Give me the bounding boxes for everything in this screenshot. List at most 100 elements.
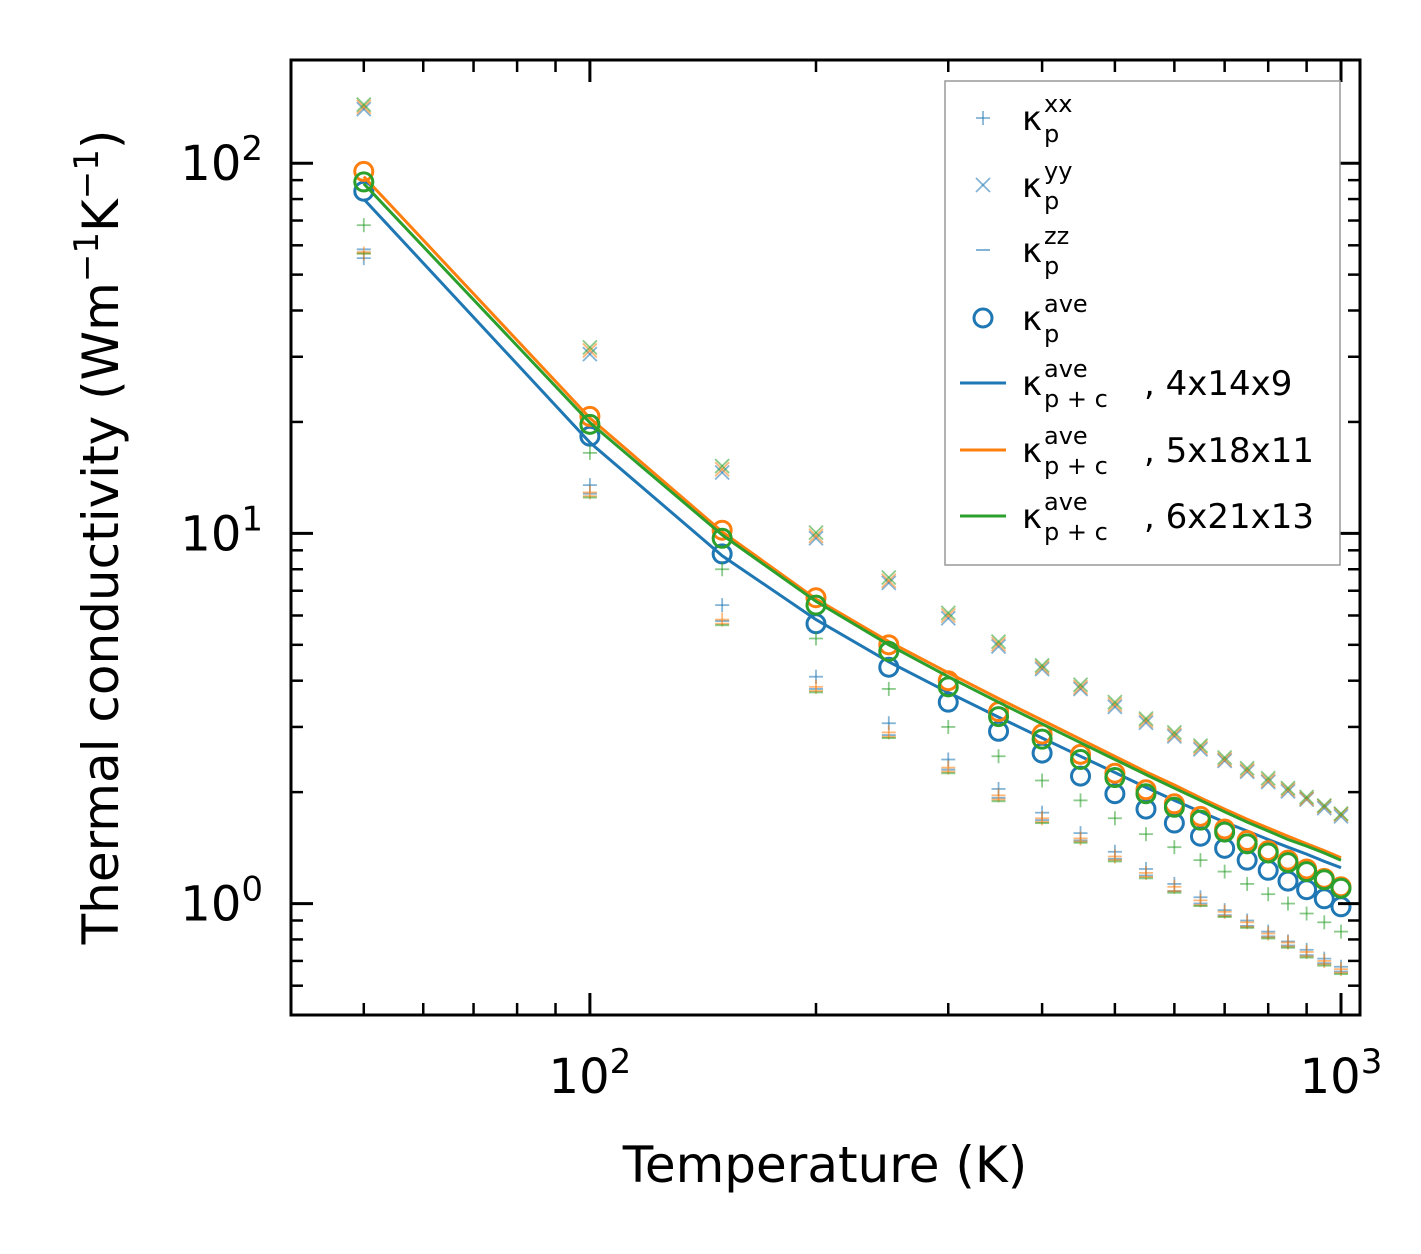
kave-point bbox=[937, 676, 959, 698]
kyy-point bbox=[1239, 760, 1255, 776]
kave-point bbox=[878, 634, 900, 656]
kyy-point bbox=[1107, 694, 1123, 710]
kyy-point bbox=[582, 342, 598, 359]
kave-point bbox=[937, 691, 959, 713]
kxx-point bbox=[1299, 906, 1314, 921]
legend: κxx p κyy p κzz p κave p κave p + c, 4x14x9 κave p … bbox=[944, 80, 1341, 566]
legend-label: κave p + c, 5x18x11 bbox=[1022, 422, 1314, 480]
kave-point bbox=[711, 527, 733, 549]
kyy-point bbox=[1034, 659, 1050, 675]
kyy-point bbox=[582, 346, 598, 362]
kyy-point bbox=[1239, 764, 1255, 780]
kave-point bbox=[1104, 783, 1126, 805]
kave-point bbox=[1330, 877, 1352, 899]
kpc-line-4x14x9 bbox=[362, 198, 1342, 870]
kave-point bbox=[988, 706, 1010, 728]
y-axis-label: Thermal conductivity (Wm−1K−1) bbox=[67, 130, 130, 946]
kyy-point bbox=[990, 636, 1007, 652]
kave-point bbox=[988, 720, 1010, 742]
y-tick-label: 100 bbox=[180, 870, 263, 933]
kyy-point bbox=[1034, 661, 1050, 677]
x-axis-label: Temperature (K) bbox=[622, 1136, 1027, 1194]
kave-point bbox=[1277, 852, 1299, 874]
y-tick-label: 102 bbox=[180, 129, 263, 192]
kyy-point bbox=[1166, 726, 1182, 743]
x-tick-label: 102 bbox=[549, 1042, 632, 1105]
kave-point bbox=[1189, 809, 1211, 831]
legend-label: κave p + c, 4x14x9 bbox=[1022, 355, 1292, 413]
kyy-point bbox=[1239, 762, 1255, 778]
plot-area bbox=[353, 96, 1352, 977]
kyy-point bbox=[1107, 696, 1123, 713]
kyy-point bbox=[1034, 657, 1050, 674]
legend-marker-x bbox=[975, 177, 991, 193]
kxx-point bbox=[1317, 915, 1332, 930]
kpc-line-5x18x11 bbox=[362, 175, 1342, 860]
x-tick-label: 103 bbox=[1300, 1042, 1383, 1105]
kyy-point bbox=[808, 530, 824, 546]
legend-label: κxx p bbox=[1022, 90, 1072, 148]
legend-marker-plus bbox=[976, 111, 990, 125]
kyy-point bbox=[808, 524, 824, 541]
kxx-point bbox=[881, 681, 896, 696]
kave-point bbox=[1214, 821, 1236, 843]
kyy-point bbox=[1072, 679, 1089, 695]
kave-point bbox=[1070, 748, 1092, 770]
kyy-point bbox=[1280, 783, 1296, 799]
kxx-point bbox=[1107, 811, 1122, 826]
kyy-point bbox=[1072, 681, 1089, 697]
legend-label: κave p bbox=[1022, 290, 1088, 348]
kxx-point bbox=[1073, 793, 1088, 808]
kxx-point bbox=[941, 719, 956, 734]
kyy-point bbox=[356, 101, 372, 117]
kyy-point bbox=[356, 99, 372, 115]
kyy-point bbox=[1298, 791, 1315, 807]
kave-point bbox=[1296, 861, 1318, 883]
kyy-point bbox=[1333, 805, 1349, 822]
legend-label: κave p + c, 6x21x13 bbox=[1022, 488, 1314, 546]
legend-entry: κave p + c, 4x14x9 bbox=[960, 355, 1292, 413]
kyy-point bbox=[881, 575, 897, 591]
kave-point bbox=[1313, 869, 1335, 891]
kyy-point bbox=[1217, 749, 1233, 766]
kave-point bbox=[1189, 825, 1211, 847]
major-ticks bbox=[291, 60, 1360, 1015]
kyy-point bbox=[1192, 738, 1209, 754]
kyy-point bbox=[1138, 715, 1154, 731]
kxx-point bbox=[356, 218, 371, 233]
kyy-point bbox=[1298, 789, 1315, 805]
kave-point bbox=[805, 594, 827, 616]
kave-point bbox=[1330, 896, 1352, 918]
kxx-point bbox=[1240, 876, 1255, 891]
kave-point bbox=[1313, 888, 1335, 910]
series-6x21x13 bbox=[353, 96, 1352, 976]
kyy-point bbox=[1166, 728, 1182, 744]
kave-point bbox=[1236, 833, 1258, 855]
kave-point bbox=[878, 640, 900, 662]
legend-label: κzz p bbox=[1022, 222, 1069, 280]
kyy-point bbox=[714, 461, 730, 477]
kyy-point bbox=[714, 464, 730, 481]
kave-point bbox=[1296, 879, 1318, 901]
legend-marker-circle bbox=[972, 307, 994, 329]
kyy-point bbox=[1316, 800, 1332, 816]
kyy-point bbox=[1280, 782, 1296, 798]
kyy-point bbox=[356, 96, 372, 113]
y-tick-label: 101 bbox=[180, 499, 263, 562]
legend-entry: κave p + c, 6x21x13 bbox=[960, 488, 1314, 546]
kave-point bbox=[1031, 728, 1053, 750]
legend-box bbox=[944, 80, 1341, 566]
kave-point bbox=[711, 519, 733, 541]
kyy-point bbox=[1072, 677, 1089, 693]
axes-frame bbox=[289, 58, 1362, 1017]
kyy-point bbox=[940, 607, 956, 624]
legend-entry: κave p bbox=[972, 290, 1088, 348]
kyy-point bbox=[1316, 797, 1332, 814]
kxx-point bbox=[1261, 887, 1276, 902]
legend-entry: κyy p bbox=[975, 157, 1072, 215]
kxx-point bbox=[1167, 840, 1182, 855]
kyy-point bbox=[990, 638, 1007, 655]
kyy-point bbox=[940, 605, 956, 621]
kave-point bbox=[579, 425, 601, 447]
